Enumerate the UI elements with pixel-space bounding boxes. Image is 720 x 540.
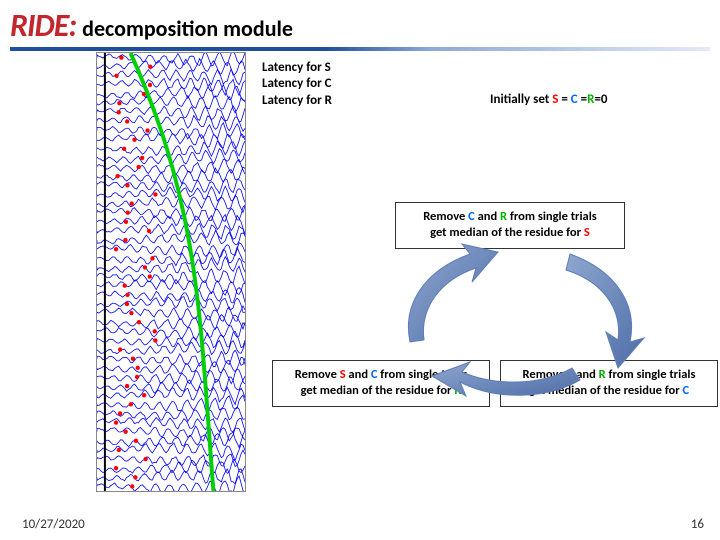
waveform-svg bbox=[97, 53, 245, 491]
title-underline bbox=[10, 47, 710, 51]
title-subtitle: decomposition module bbox=[82, 15, 293, 42]
latency-r: Latency for R bbox=[262, 93, 332, 109]
br-l2c: C bbox=[683, 383, 690, 398]
t-l2s: S bbox=[584, 225, 590, 240]
initial-prefix: Initially set bbox=[490, 92, 552, 107]
t-l1d: from single trials bbox=[507, 209, 597, 224]
latency-s: Latency for S bbox=[262, 60, 332, 76]
latency-labels: Latency for S Latency for C Latency for … bbox=[262, 60, 332, 109]
content-area: Latency for S Latency for C Latency for … bbox=[0, 52, 720, 514]
title-ride: RIDE: bbox=[10, 6, 76, 45]
t-l2a: get median of the residue for bbox=[430, 225, 584, 240]
footer-page: 16 bbox=[691, 517, 704, 532]
footer-date: 10/27/2020 bbox=[22, 517, 85, 532]
arrow-right-to-left bbox=[432, 362, 580, 396]
t-l1r: R bbox=[500, 209, 507, 224]
initial-eq2: = bbox=[578, 92, 587, 107]
arrow-top-to-right bbox=[566, 254, 644, 368]
bl-l1a: Remove bbox=[295, 367, 340, 382]
bl-l1b: and bbox=[346, 367, 371, 382]
initial-condition: Initially set S = C =R=0 bbox=[490, 92, 607, 107]
t-l1a: Remove bbox=[423, 209, 468, 224]
latency-c: Latency for C bbox=[262, 76, 332, 92]
t-l1c: C bbox=[468, 209, 475, 224]
initial-c: C bbox=[571, 92, 578, 107]
t-l1b: and bbox=[475, 209, 500, 224]
cycle-arrows bbox=[380, 242, 660, 412]
cycle-svg bbox=[380, 242, 660, 412]
arrow-left-to-top bbox=[408, 244, 498, 342]
initial-eq1: = bbox=[558, 92, 570, 107]
initial-tail: =0 bbox=[594, 92, 607, 107]
waveform-panel bbox=[96, 52, 246, 492]
